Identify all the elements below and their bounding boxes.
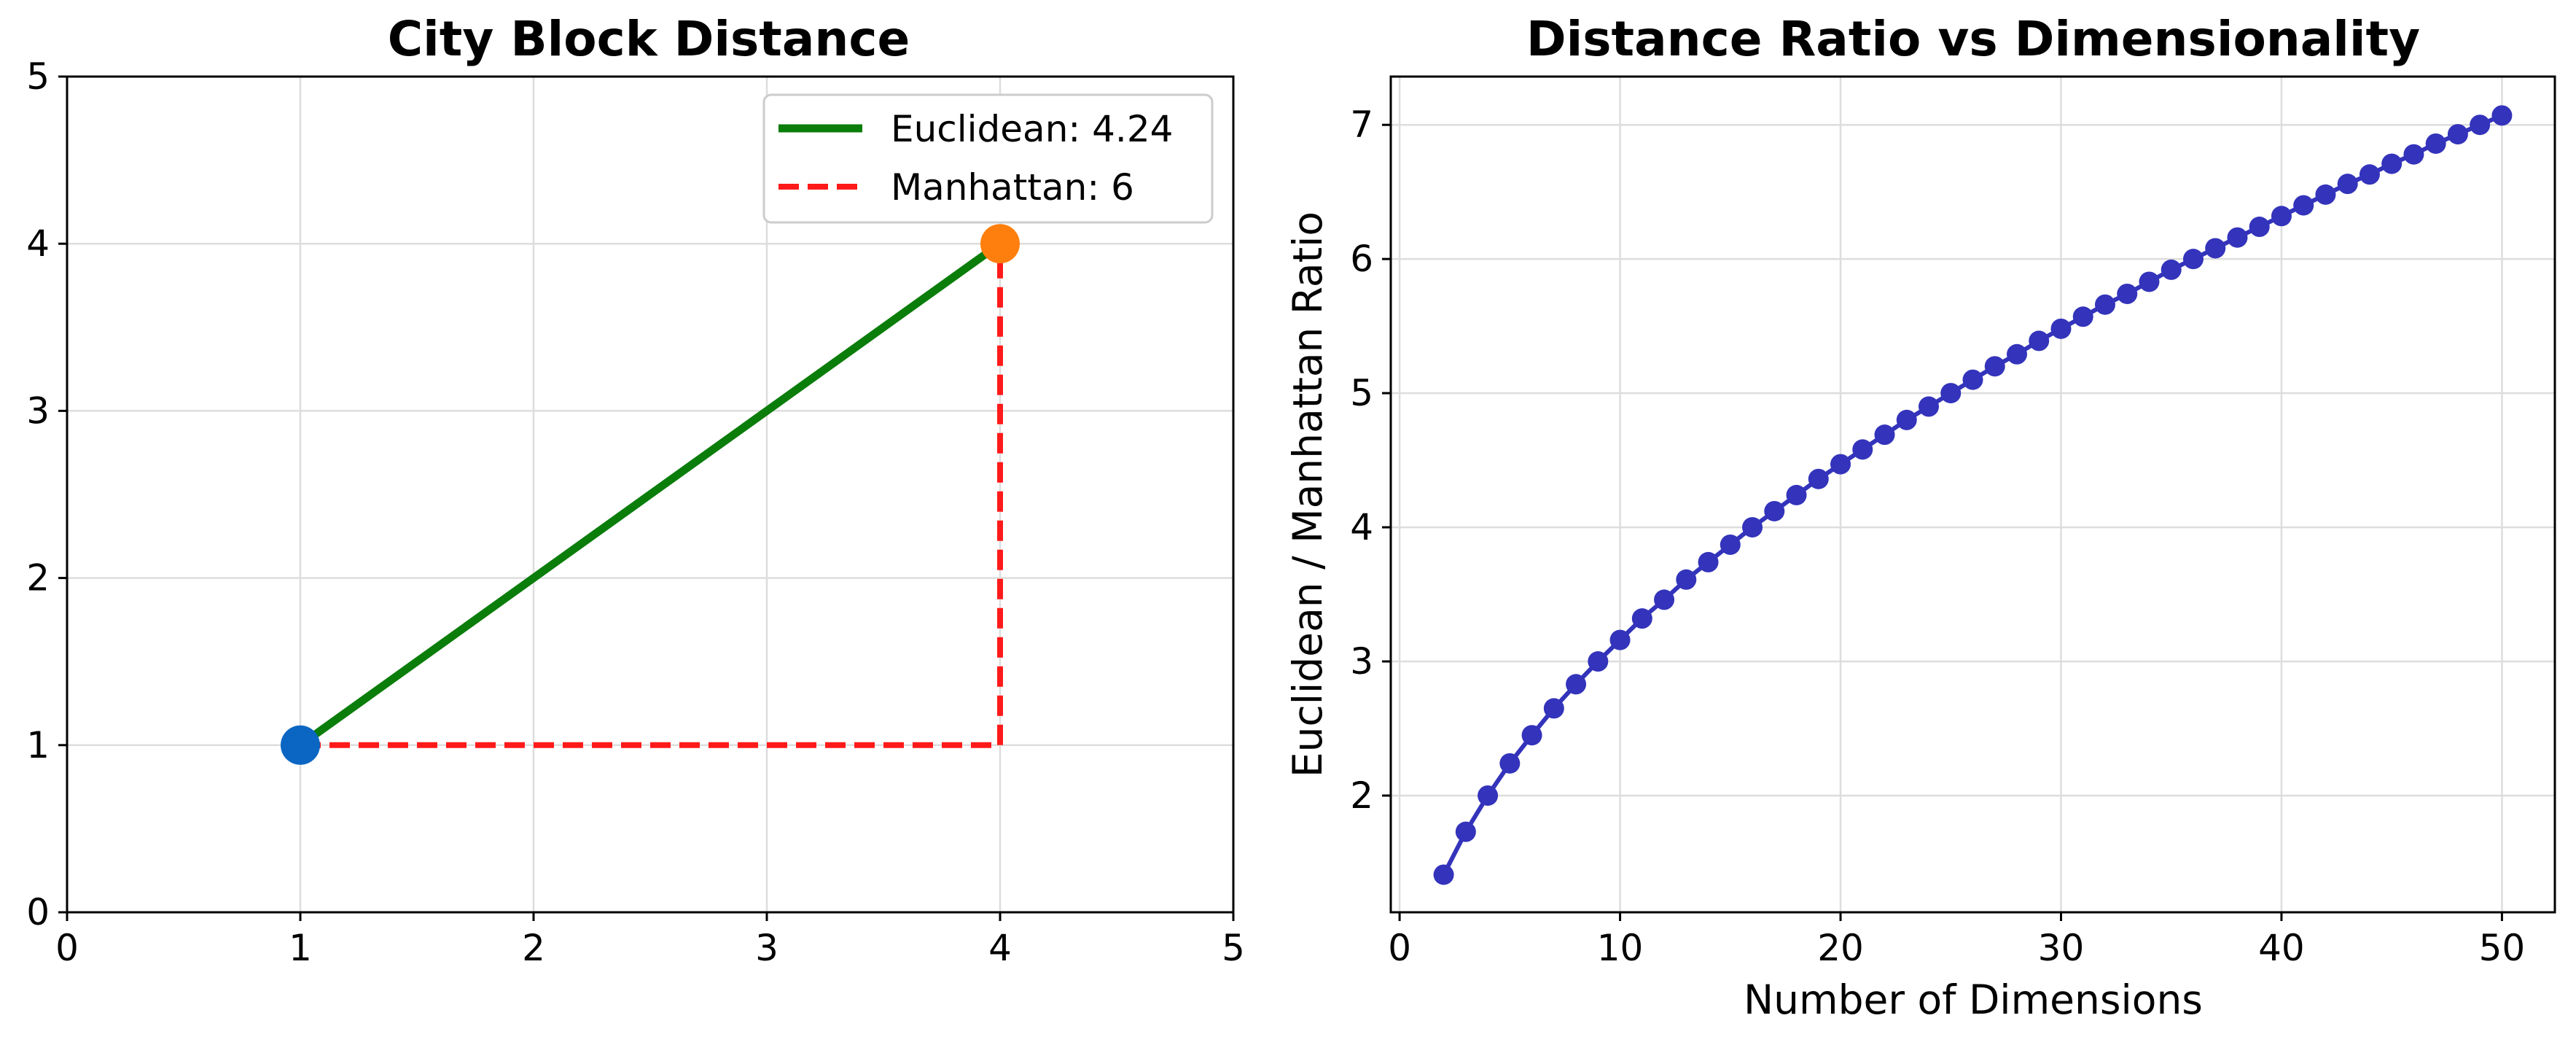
city-block-series (281, 224, 1020, 765)
ratio-data-point (1588, 651, 1609, 672)
ratio-x-tick-label: 20 (1817, 927, 1864, 969)
ratio-data-point (1874, 424, 1895, 446)
ratio-x-tick-label: 40 (2258, 927, 2305, 969)
ratio-series-line (1441, 113, 2503, 876)
city-block-ticks: 0 1 2 3 4 5 0 1 2 3 4 5 (26, 55, 1245, 969)
city-block-y-tick-label: 3 (26, 389, 50, 432)
ratio-x-tick-label: 30 (2038, 927, 2085, 969)
city-block-plot-frame (66, 75, 1235, 914)
ratio-data-point (1808, 468, 1829, 489)
ratio-y-tick-label: 7 (1350, 104, 1373, 146)
ratio-data-point (1786, 484, 1807, 505)
ratio-data-point (1984, 356, 2005, 377)
ratio-x-tick-label: 10 (1597, 927, 1644, 969)
ratio-data-point (2117, 283, 2138, 304)
ratio-grid (1391, 77, 2555, 912)
end-point (980, 224, 1020, 264)
city-block-y-tick-label: 1 (26, 724, 50, 766)
manhattan-path-line (300, 244, 1003, 748)
ratio-data-point (1830, 454, 1851, 475)
ratio-data-point (2006, 343, 2027, 365)
ratio-data-point (2359, 164, 2380, 185)
ratio-y-tick-label: 3 (1350, 640, 1373, 683)
ratio-data-point (2470, 114, 2491, 136)
legend-euclidean-label: Euclidean: 4.24 (891, 108, 1173, 150)
ratio-y-tick-label: 5 (1350, 372, 1373, 414)
city-block-title: City Block Distance (388, 11, 910, 67)
ratio-data-point (1433, 864, 1454, 885)
ratio-data-point (2249, 217, 2270, 238)
ratio-data-point (1720, 534, 1741, 555)
city-block-y-tick-label: 5 (26, 55, 50, 98)
ratio-data-point (2293, 195, 2314, 216)
ratio-data-point (2447, 124, 2468, 145)
ratio-y-axis-label: Euclidean / Manhattan Ratio (1284, 211, 1331, 777)
ratio-data-point (1478, 785, 1499, 806)
legend-manhattan-label: Manhattan: 6 (891, 166, 1134, 209)
euclidean-path-line (297, 240, 1003, 749)
ratio-data-point (1609, 629, 1631, 650)
ratio-data-point (2182, 249, 2204, 270)
ratio-data-point (2403, 144, 2424, 165)
ratio-data-point (1764, 500, 1785, 521)
ratio-data-point (1896, 409, 1917, 430)
ratio-x-axis-label: Number of Dimensions (1744, 976, 2203, 1023)
ratio-series (1433, 105, 2513, 885)
ratio-data-point (1676, 569, 1697, 590)
ratio-x-tick-label: 50 (2479, 927, 2526, 969)
ratio-plot-frame (1389, 75, 2556, 914)
ratio-data-point (2161, 259, 2182, 280)
ratio-ticks: 0 10 20 30 40 50 2 3 4 5 6 7 (1350, 104, 2525, 969)
ratio-data-point (2139, 271, 2160, 292)
city-block-x-tick-label: 0 (55, 927, 79, 969)
ratio-data-point (1940, 383, 1962, 404)
ratio-data-point (2271, 206, 2292, 227)
ratio-data-point (1631, 608, 1652, 629)
ratio-data-point (2094, 294, 2115, 315)
ratio-data-point (1521, 725, 1542, 746)
legend-box (762, 93, 1214, 224)
city-block-y-tick-label: 4 (26, 222, 50, 265)
city-block-x-tick-label: 4 (988, 927, 1012, 969)
city-block-panel: City Block Distance 0 1 2 3 4 5 0 1 2 3 4 5 Euclide… (26, 11, 1245, 969)
ratio-panel: Distance Ratio vs Dimensionality 0 10 20 30… (1284, 11, 2556, 1023)
ratio-data-point (1698, 551, 1719, 572)
ratio-y-tick-label: 6 (1350, 238, 1373, 280)
city-block-y-tick-label: 2 (26, 557, 50, 599)
ratio-data-point (2072, 306, 2093, 327)
ratio-data-point (1455, 821, 1476, 842)
ratio-title: Distance Ratio vs Dimensionality (1526, 11, 2420, 67)
ratio-y-tick-label: 4 (1350, 506, 1373, 548)
ratio-data-point (1919, 396, 1940, 417)
ratio-data-point (2381, 153, 2403, 174)
ratio-data-point (1654, 589, 1675, 610)
ratio-data-point (1499, 753, 1521, 774)
city-block-y-tick-label: 0 (26, 891, 50, 933)
ratio-data-point (2029, 330, 2050, 351)
ratio-data-point (1962, 369, 1983, 390)
ratio-x-tick-label: 0 (1388, 927, 1411, 969)
city-block-x-tick-label: 2 (522, 927, 545, 969)
ratio-data-point (2425, 133, 2446, 154)
ratio-data-point (2227, 227, 2248, 248)
ratio-y-tick-label: 2 (1350, 774, 1373, 817)
ratio-data-point (1543, 698, 1564, 719)
ratio-data-point (2315, 184, 2336, 205)
ratio-data-point (1566, 674, 1587, 695)
start-point (281, 725, 320, 765)
ratio-data-point (2491, 105, 2513, 126)
city-block-x-tick-label: 3 (755, 927, 778, 969)
city-block-x-tick-label: 5 (1222, 927, 1245, 969)
ratio-data-point (2050, 318, 2072, 339)
ratio-data-point (2205, 238, 2226, 259)
ratio-data-point (1742, 517, 1763, 538)
ratio-data-point (1852, 439, 1873, 460)
city-block-legend: Euclidean: 4.24 Manhattan: 6 (762, 93, 1214, 224)
city-block-x-tick-label: 1 (289, 927, 312, 969)
ratio-data-point (2337, 174, 2358, 195)
